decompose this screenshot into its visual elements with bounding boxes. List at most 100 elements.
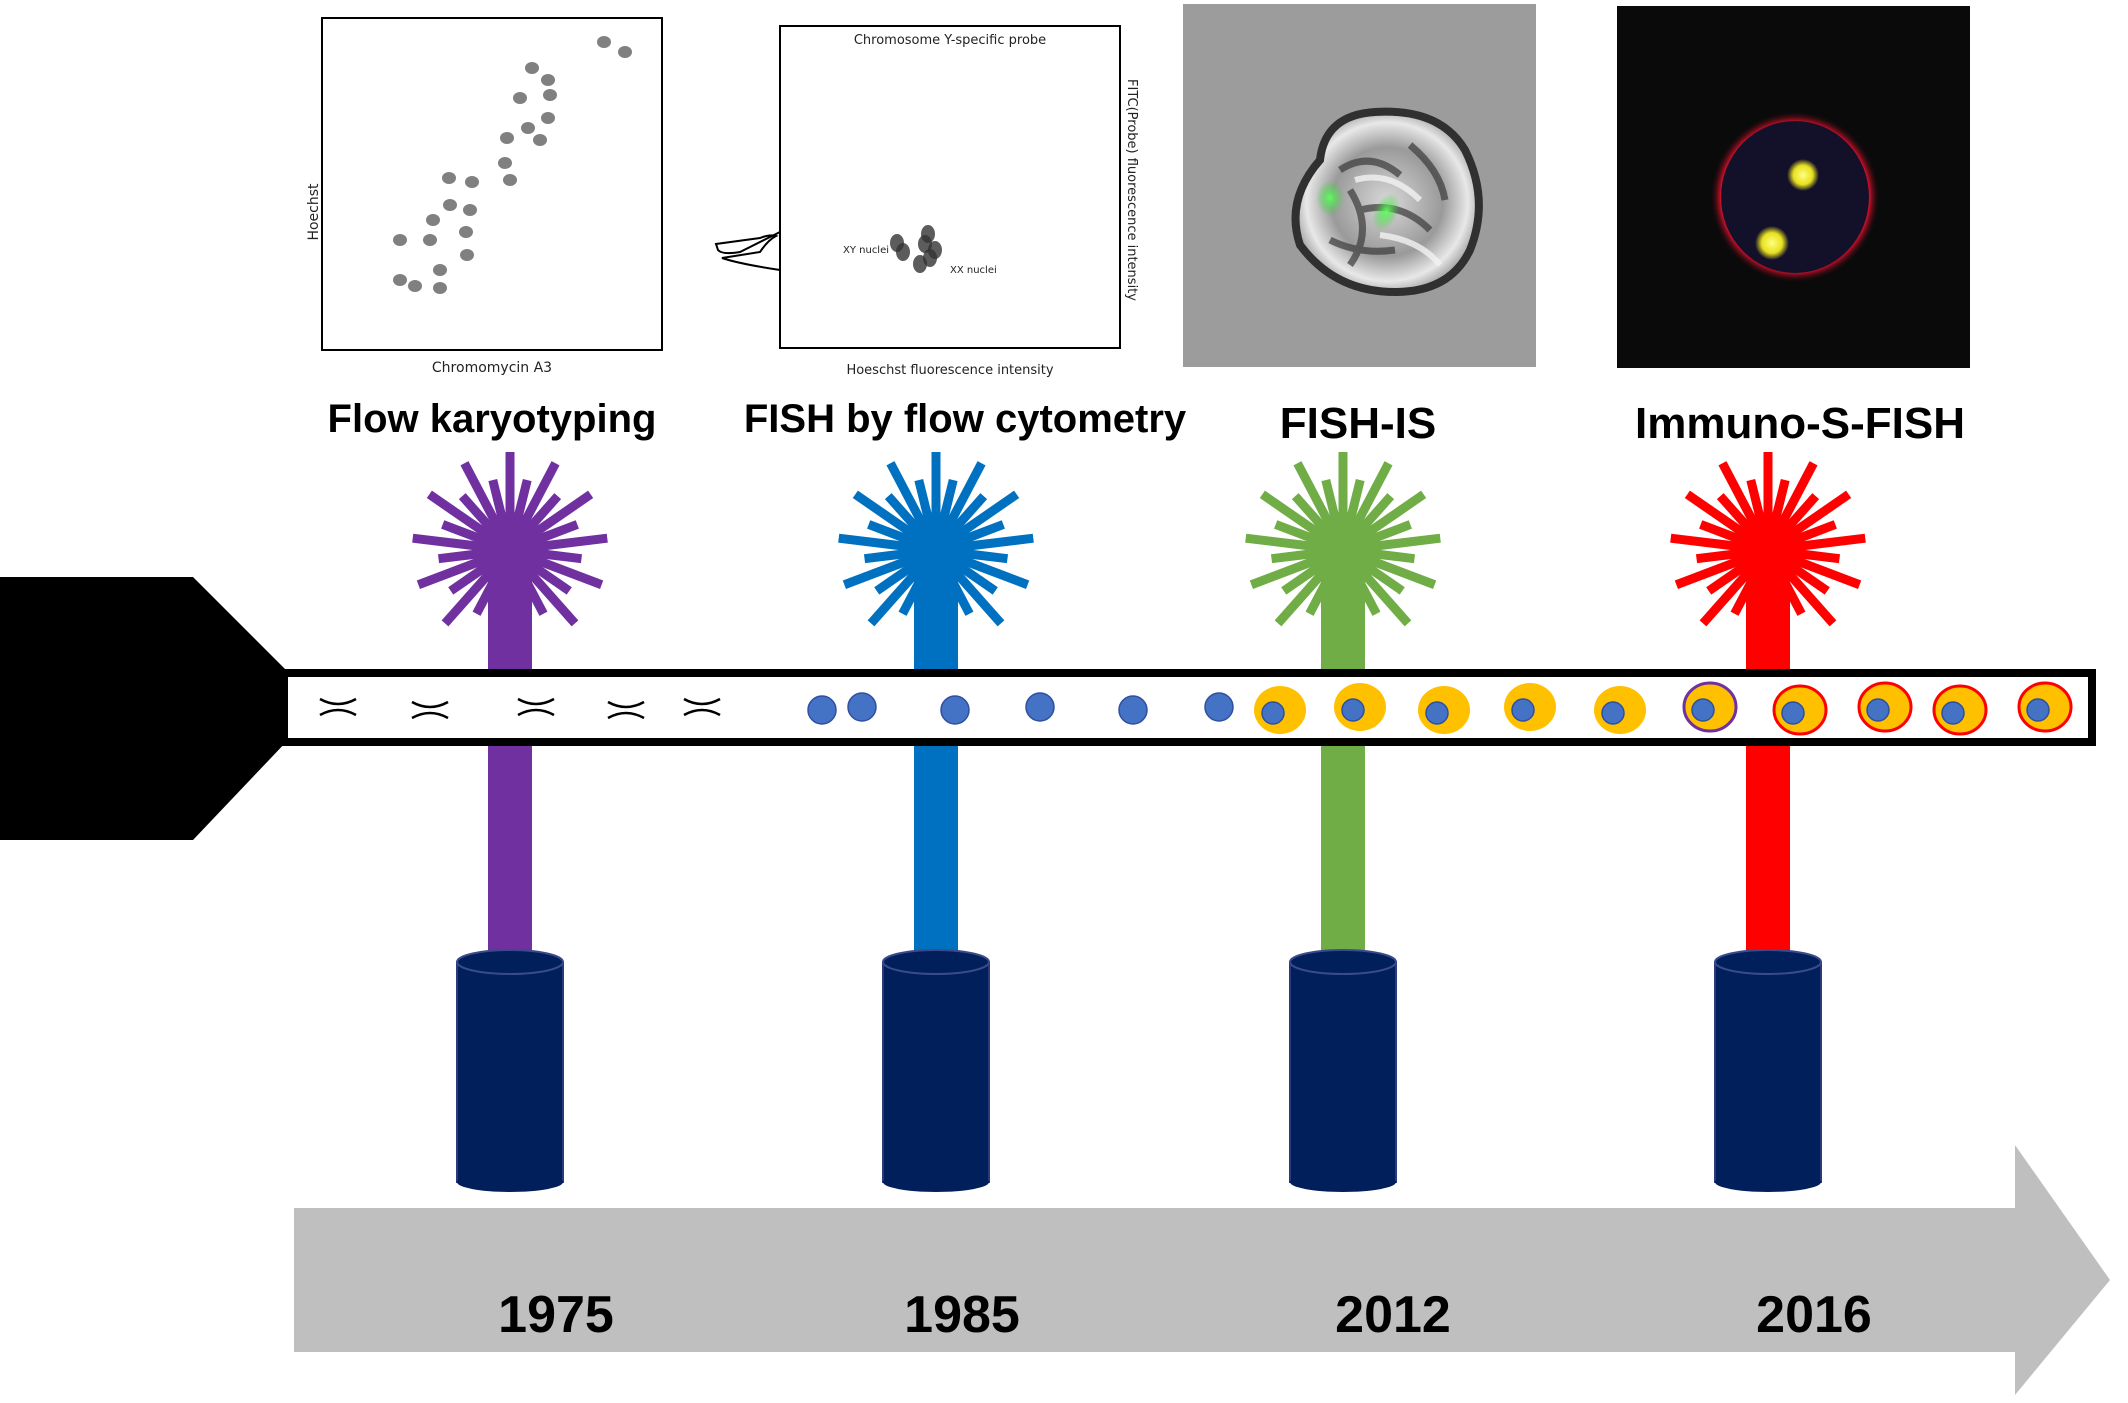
chromosome-particle: [683, 697, 721, 717]
plot-frame: [779, 25, 1121, 349]
chromosome-particle: [319, 697, 357, 717]
nucleus-particle: [807, 695, 837, 725]
laser-burst-ray: [867, 569, 920, 627]
cell-particle: [1254, 686, 1306, 734]
chromosome-particle: [517, 697, 555, 717]
laser-burst-ray: [1790, 563, 1830, 595]
flow-karyotyping-plot: Chromomycin A3 Hoechst: [306, 17, 663, 376]
detector-bottom: [1290, 1172, 1396, 1192]
x-axis-label: Hoeschst fluorescence intensity: [846, 363, 1053, 378]
laser-burst-ray: [441, 569, 494, 627]
laser-burst-ray: [458, 493, 494, 531]
laser-burst-ray: [1699, 569, 1752, 627]
laser-burst-ray: [965, 533, 1034, 551]
cell-nucleus: [1781, 701, 1805, 725]
detector-bottom: [457, 1172, 563, 1192]
laser-burst-ray: [938, 479, 958, 522]
laser-burst-ray: [1695, 549, 1739, 564]
laser-burst-ray: [536, 556, 604, 589]
scatter-point: [543, 89, 557, 101]
scatter-point: [423, 234, 437, 246]
method-title-flow-karyotyping: Flow karyotyping: [328, 397, 657, 441]
laser-burst-ray: [945, 461, 986, 526]
scatter-point: [521, 122, 535, 134]
scatter-point: [503, 174, 517, 186]
fish-is-micrograph: [1183, 4, 1536, 367]
scatter-point: [408, 280, 422, 292]
method-title-fish-by-flow: FISH by flow cytometry: [744, 397, 1187, 441]
laser-burst-ray: [952, 569, 1005, 627]
probe-histogram: [714, 231, 781, 271]
scatter-point: [465, 176, 479, 188]
laser-burst-ray: [488, 479, 508, 522]
green-probe-spot: [1372, 193, 1400, 231]
laser-burst-ray: [1369, 520, 1412, 544]
laser-beam: [1746, 550, 1790, 960]
laser-burst-ray: [532, 563, 572, 595]
cell-highlights: [1354, 174, 1443, 267]
xx-nuclei-annotation: XX nuclei: [950, 265, 997, 276]
laser-burst-ray: [1321, 479, 1341, 522]
laser-burst-ray: [842, 556, 910, 589]
scatter-point: [393, 234, 407, 246]
yellow-probe-spot: [1755, 226, 1789, 260]
detector-body: [456, 961, 564, 1183]
laser-burst-ray: [1372, 549, 1416, 564]
cell-particle: [1682, 681, 1738, 733]
x-axis-label: Chromomycin A3: [432, 360, 552, 376]
scatter-point: [913, 255, 927, 273]
laser-burst-ray: [1794, 556, 1862, 589]
scatter-point: [500, 132, 514, 144]
laser-burst-ray: [952, 493, 988, 531]
cell-particle: [1594, 686, 1646, 734]
laser-burst-ray: [1797, 549, 1841, 564]
laser-burst-ray: [1359, 569, 1412, 627]
detector-top: [882, 949, 990, 975]
detector-body: [1714, 961, 1822, 1183]
laser-station: [1245, 452, 1441, 1192]
scatter-point: [541, 74, 555, 86]
flow-particles: [319, 681, 2073, 736]
laser-burst-ray: [1274, 520, 1317, 544]
laser-burst-ray: [1716, 493, 1752, 531]
cell-nucleus: [1866, 698, 1890, 722]
laser-burst-ray: [852, 490, 914, 537]
laser-burst-ray: [1281, 563, 1321, 595]
timeline-arrow: [294, 1145, 2110, 1395]
laser-burst-ray: [1699, 520, 1742, 544]
cell-nucleus: [1691, 698, 1715, 722]
laser-station: [412, 452, 608, 1192]
year-label-2012: 2012: [1335, 1286, 1451, 1344]
laser-beam: [488, 550, 532, 960]
laser-burst-ray: [886, 461, 927, 526]
scatter-point: [533, 134, 547, 146]
laser-burst-ray: [874, 563, 914, 595]
laser-burst-ray: [1274, 569, 1327, 627]
laser-burst-ray: [512, 479, 532, 522]
nucleus-stain: [1721, 121, 1869, 273]
laser-burst-ray: [1777, 461, 1818, 526]
scatter-point: [498, 157, 512, 169]
green-probe-spot: [1316, 180, 1344, 216]
cell-particle: [1932, 684, 1988, 736]
nucleus-particle: [940, 695, 970, 725]
scatter-point: [460, 249, 474, 261]
laser-burst-ray: [884, 493, 920, 531]
plot-frame: [321, 17, 663, 351]
fish-flow-plot: Chromosome Y-specific probe Hoeschst flu…: [714, 25, 1139, 378]
chromosome-particle: [607, 700, 645, 720]
year-label-1985: 1985: [904, 1286, 1020, 1344]
scatter-point: [433, 264, 447, 276]
scatter-point: [513, 92, 527, 104]
laser-burst-ray: [1706, 563, 1746, 595]
scatter-point: [463, 204, 477, 216]
laser-burst-ray: [1784, 493, 1820, 531]
laser-burst-ray: [460, 461, 501, 526]
scatter-point: [393, 274, 407, 286]
nozzle: [0, 577, 288, 840]
cell-nucleus: [1601, 701, 1625, 725]
plot-title: Chromosome Y-specific probe: [854, 33, 1046, 48]
laser-burst-ray: [412, 533, 481, 551]
laser-burst-ray: [1365, 490, 1427, 537]
